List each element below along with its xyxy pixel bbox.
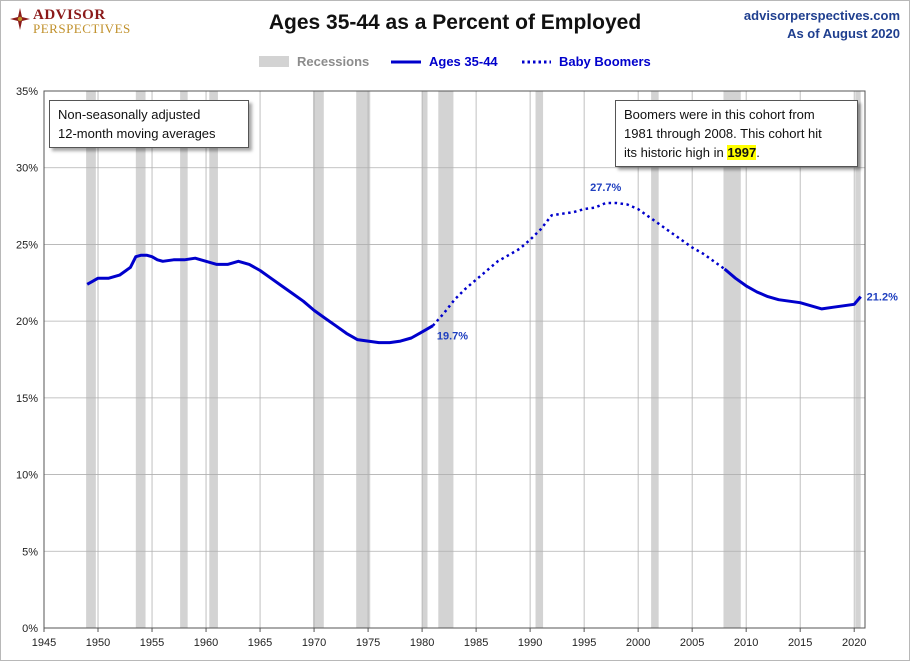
recession-band xyxy=(180,91,188,628)
x-tick-label: 1970 xyxy=(302,637,326,649)
note-boomers-peak-year: 1997 xyxy=(727,145,757,160)
y-tick-label: 35% xyxy=(16,86,38,98)
recession-band xyxy=(135,91,146,628)
recession-band xyxy=(209,91,218,628)
legend-item-boomers: Baby Boomers xyxy=(521,54,651,69)
legend-label-ages: Ages 35-44 xyxy=(429,54,498,69)
solid-line-swatch-icon xyxy=(391,60,421,63)
legend-label-boomers: Baby Boomers xyxy=(559,54,651,69)
x-tick-label: 1985 xyxy=(464,637,488,649)
logo-text-perspectives: PERSPECTIVES xyxy=(33,21,131,36)
recession-band xyxy=(438,91,454,628)
x-tick-label: 2015 xyxy=(788,637,812,649)
data-label: 19.7% xyxy=(437,331,468,343)
y-tick-label: 15% xyxy=(16,393,38,405)
x-tick-label: 2010 xyxy=(734,637,758,649)
recession-band xyxy=(723,91,741,628)
logo-text-advisor: ADVISOR xyxy=(33,7,106,23)
x-tick-label: 1950 xyxy=(86,637,110,649)
y-tick-label: 30% xyxy=(16,163,38,175)
data-label: 21.2% xyxy=(867,292,898,304)
x-tick-label: 1980 xyxy=(410,637,434,649)
recession-band xyxy=(86,91,96,628)
x-tick-label: 2005 xyxy=(680,637,704,649)
x-tick-label: 1945 xyxy=(32,637,56,649)
plot-border xyxy=(43,90,866,629)
x-tick-label: 1990 xyxy=(518,637,542,649)
note-boomers-line3: its historic high in 1997. xyxy=(624,143,849,162)
compass-logo-icon xyxy=(10,8,30,35)
x-tick-label: 1965 xyxy=(248,637,272,649)
note-boomers-line1: Boomers were in this cohort from xyxy=(624,107,815,122)
recession-band xyxy=(855,91,861,628)
data-label: 27.7% xyxy=(590,182,621,194)
legend-item-recessions: Recessions xyxy=(259,54,369,69)
note-methodology-line2: 12-month moving averages xyxy=(58,126,216,141)
note-boomers-line3-post: . xyxy=(756,145,760,160)
x-tick-label: 1995 xyxy=(572,637,596,649)
x-tick-label: 2020 xyxy=(842,637,866,649)
recession-swatch-icon xyxy=(259,56,289,67)
x-tick-label: 1955 xyxy=(140,637,164,649)
y-tick-label: 5% xyxy=(22,546,38,558)
recession-band xyxy=(356,91,371,628)
x-tick-label: 1975 xyxy=(356,637,380,649)
y-tick-label: 20% xyxy=(16,316,38,328)
note-methodology: Non-seasonally adjusted 12-month moving … xyxy=(49,100,249,148)
note-boomers: Boomers were in this cohort from 1981 th… xyxy=(615,100,858,167)
legend-label-recessions: Recessions xyxy=(297,54,370,69)
legend-item-ages: Ages 35-44 xyxy=(391,54,498,69)
note-boomers-line3-pre: its historic high in xyxy=(624,145,728,160)
recession-band xyxy=(651,91,659,628)
y-tick-label: 10% xyxy=(16,470,38,482)
series-line-ages-35-44 xyxy=(723,267,862,311)
x-tick-label: 1960 xyxy=(194,637,218,649)
as-of-date: As of August 2020 xyxy=(787,26,900,41)
series-line-baby-boomers xyxy=(431,201,726,327)
note-boomers-line2: 1981 through 2008. This cohort hit xyxy=(624,126,822,141)
recession-band xyxy=(422,91,428,628)
recession-band xyxy=(312,91,324,628)
note-methodology-line1: Non-seasonally adjusted xyxy=(58,107,201,122)
y-tick-label: 0% xyxy=(22,623,38,635)
y-tick-label: 25% xyxy=(16,239,38,251)
dotted-line-swatch-icon xyxy=(522,60,551,63)
x-tick-label: 2000 xyxy=(626,637,650,649)
recession-band xyxy=(535,91,544,628)
chart-title: Ages 35-44 as a Percent of Employed xyxy=(268,11,642,34)
site-url: advisorperspectives.com xyxy=(743,8,900,23)
